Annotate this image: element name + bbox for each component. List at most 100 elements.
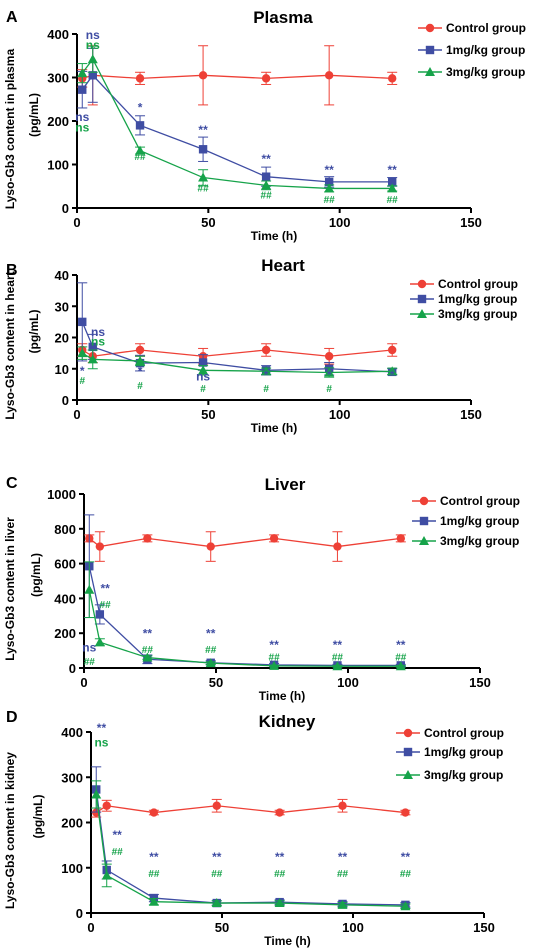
significance-label: ## (337, 869, 349, 880)
significance-label: ## (142, 645, 154, 656)
legend-marker (419, 516, 429, 526)
data-point (91, 789, 102, 799)
x-tick-label: 100 (329, 407, 351, 422)
significance-label: ## (261, 190, 273, 201)
significance-label: ## (112, 847, 124, 858)
y-tick-label: 600 (54, 557, 76, 572)
data-point (269, 534, 279, 543)
data-point (401, 808, 410, 817)
significance-label: ** (269, 638, 279, 652)
data-point (88, 342, 97, 352)
y-axis-label: Lyso-Gb3 content in heart (3, 271, 17, 419)
legend-marker (417, 294, 427, 304)
significance-label: ns (91, 325, 105, 339)
significance-label: ## (400, 869, 412, 880)
series-control-group (91, 798, 411, 818)
significance-label: * (264, 368, 269, 382)
data-point (198, 358, 208, 367)
data-point (148, 896, 159, 906)
y-axis-label: Lyso-Gb3 content in kidney (3, 752, 17, 909)
significance-label: ** (333, 638, 343, 652)
series-line (88, 566, 401, 667)
significance-label: ** (113, 828, 123, 842)
data-point (211, 898, 222, 908)
data-point (135, 345, 145, 355)
y-tick-label: 100 (61, 861, 83, 876)
data-point (387, 366, 398, 376)
x-tick-label: 150 (460, 407, 482, 422)
data-point (332, 661, 343, 671)
panel-letter: B (6, 262, 18, 279)
legend-label: 3mg/kg group (424, 768, 503, 782)
significance-label: ## (100, 600, 112, 611)
x-axis-label: Time (h) (264, 934, 310, 948)
data-point (94, 637, 105, 647)
significance-label: ** (338, 850, 348, 864)
significance-label: # (79, 376, 85, 387)
significance-label: * (138, 100, 143, 114)
data-point (135, 121, 145, 130)
panel-letter: A (6, 9, 18, 26)
significance-label: # (137, 381, 143, 392)
significance-label: ## (211, 869, 223, 880)
significance-label: ns (86, 38, 100, 52)
x-tick-label: 150 (460, 215, 482, 230)
significance-label: ## (205, 645, 217, 656)
data-point (324, 177, 334, 187)
x-tick-label: 0 (80, 675, 87, 690)
data-point (206, 542, 215, 551)
data-point (261, 172, 271, 181)
x-tick-label: 100 (337, 675, 359, 690)
data-point (212, 801, 221, 810)
data-point (101, 870, 112, 880)
data-point (324, 71, 334, 80)
series-3mg-kg-group (77, 45, 398, 193)
significance-label: ## (134, 152, 146, 163)
data-point (78, 85, 87, 94)
data-point (324, 183, 335, 193)
data-point (95, 610, 105, 619)
legend-marker (425, 67, 435, 76)
series-3mg-kg-group (91, 780, 411, 911)
panel-b: B Heart 0 10 20 30 40 0 50 100 150 Time (h) Lyso-Gb3… (3, 256, 518, 435)
data-point (400, 901, 411, 911)
data-point (338, 801, 347, 810)
y-tick-label: 1000 (47, 487, 76, 502)
series-line (88, 589, 401, 667)
data-point (198, 145, 208, 154)
series-1mg-kg-group (91, 766, 411, 910)
series-line (95, 789, 406, 906)
data-point (198, 172, 209, 182)
x-tick-label: 100 (342, 920, 364, 935)
series-3mg-kg-group (77, 346, 398, 378)
y-tick-label: 40 (55, 268, 69, 283)
legend-marker (419, 496, 429, 506)
legend-marker (425, 23, 435, 33)
significance-label: * (390, 368, 395, 382)
legend-label: 1mg/kg group (440, 514, 519, 528)
significance-label: ** (97, 721, 107, 735)
series-line (81, 349, 393, 357)
significance-label: ## (269, 653, 281, 664)
data-point (143, 534, 152, 543)
legend-label: 3mg/kg group (446, 65, 525, 79)
legend-marker (425, 45, 435, 55)
legend-label: 1mg/kg group (446, 43, 525, 57)
data-point (135, 145, 146, 155)
data-point (387, 183, 398, 193)
data-point (269, 660, 280, 670)
x-axis-label: Time (h) (251, 229, 297, 243)
significance-label: ** (198, 123, 208, 137)
x-tick-label: 150 (473, 920, 495, 935)
data-point (333, 542, 342, 551)
significance-label: ** (324, 163, 334, 177)
significance-label: ** (212, 850, 222, 864)
data-point (149, 808, 159, 817)
significance-label: ** (388, 163, 398, 177)
significance-label: * (138, 364, 143, 378)
chart-title: Plasma (253, 8, 313, 27)
y-tick-label: 0 (62, 393, 69, 408)
panel-d: D Kidney 0 100 200 300 400 0 50 100 150 Time (h) Lys… (3, 709, 504, 948)
